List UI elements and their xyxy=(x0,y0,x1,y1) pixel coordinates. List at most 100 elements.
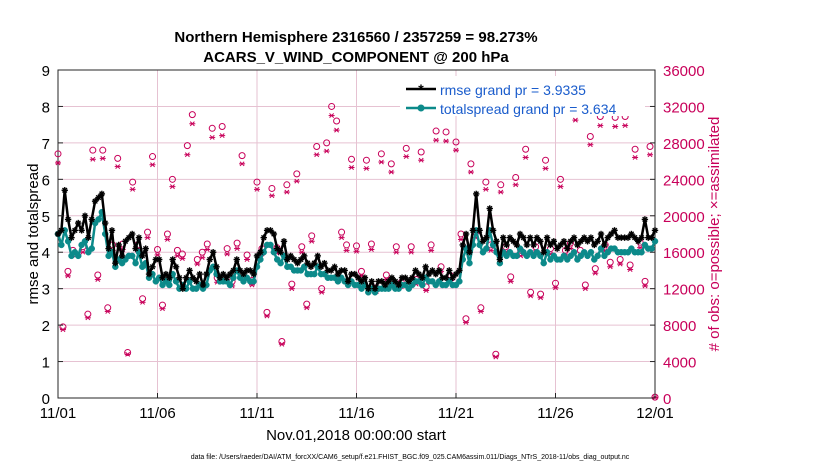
obs-assimilated-point xyxy=(467,169,474,175)
rmse-point xyxy=(176,274,183,281)
rmse-point xyxy=(230,267,237,274)
asterisk-stroke xyxy=(140,299,146,305)
x-axis-label: Nov.01,2018 00:00:00 start xyxy=(266,427,447,444)
rmse-point xyxy=(577,238,584,245)
obs-assimilated-point xyxy=(224,251,231,257)
asterisk-stroke xyxy=(314,152,320,158)
obs-assimilated-point xyxy=(462,319,469,325)
rmse-point xyxy=(432,270,439,278)
obs-assimilated-point xyxy=(104,308,111,314)
rmse-point xyxy=(112,259,119,267)
obs-assimilated-point xyxy=(333,127,340,133)
obs-assimilated-point xyxy=(194,261,201,267)
obs-possible-point xyxy=(203,240,211,248)
obs-assimilated-point xyxy=(433,137,440,143)
asterisk-stroke xyxy=(422,264,429,270)
totalspread-point xyxy=(311,270,318,278)
rmse-point xyxy=(641,216,649,223)
x-tick-label: 11/16 xyxy=(338,405,374,422)
asterisk-stroke xyxy=(314,253,321,259)
asterisk-stroke xyxy=(470,227,476,234)
asterisk-stroke xyxy=(498,189,504,195)
asterisk-stroke xyxy=(199,255,205,261)
obs-assimilated-point xyxy=(244,257,251,262)
obs-assimilated-point xyxy=(164,237,171,242)
obs-assimilated-point xyxy=(418,157,425,163)
obs-assimilated-point xyxy=(552,285,559,291)
rmse-point xyxy=(108,227,116,234)
asterisk-stroke xyxy=(345,278,351,285)
asterisk-stroke xyxy=(281,238,287,245)
legend-spread-label: totalspread grand pr = 3.634 xyxy=(440,101,617,117)
rmse-point xyxy=(206,256,213,263)
rmse-point xyxy=(135,234,143,241)
grid xyxy=(58,70,655,398)
rmse-point xyxy=(486,205,493,212)
obs-possible-point xyxy=(646,143,654,151)
asterisk-stroke xyxy=(524,242,530,248)
asterisk-stroke xyxy=(294,178,300,184)
rmse-point xyxy=(459,241,466,249)
chart-title-line1: Northern Hemisphere 2316560 / 2357259 = … xyxy=(174,29,537,46)
asterisk-stroke xyxy=(561,238,567,245)
totalspread-point xyxy=(570,248,578,256)
rmse-point xyxy=(344,278,352,285)
totalspread-point xyxy=(74,252,82,260)
asterisk-stroke xyxy=(362,274,368,281)
asterisk-stroke xyxy=(139,253,146,259)
obs-assimilated-point xyxy=(268,193,275,199)
asterisk-stroke xyxy=(587,142,593,148)
asterisk-stroke xyxy=(146,271,152,277)
obs-assimilated-point xyxy=(204,247,211,252)
asterisk-stroke xyxy=(250,271,257,277)
rmse-point xyxy=(331,263,338,270)
obs-possible-point xyxy=(144,228,152,236)
obs-assimilated-point xyxy=(557,184,564,190)
asterisk-stroke xyxy=(58,227,65,234)
y-axis-label-left: rmse and totalspread xyxy=(25,164,42,305)
asterisk-stroke xyxy=(612,124,618,129)
totalspread-point xyxy=(166,281,173,289)
asterisk-stroke xyxy=(486,205,493,212)
asterisk-stroke xyxy=(209,134,215,140)
obs-possible-point xyxy=(427,241,435,249)
obs-assimilated-point xyxy=(129,186,136,192)
totalspread-point xyxy=(638,248,645,256)
asterisk-stroke xyxy=(321,260,328,266)
asterisk-stroke xyxy=(463,319,469,325)
obs-assimilated-point xyxy=(622,123,629,129)
rmse-point xyxy=(425,270,433,278)
asterisk-stroke xyxy=(269,193,275,199)
asterisk-stroke xyxy=(183,274,189,281)
obs-possible-point xyxy=(233,239,241,247)
obs-assimilated-point xyxy=(632,155,639,160)
asterisk-stroke xyxy=(72,227,78,234)
obs-possible-point xyxy=(338,228,346,236)
asterisk-stroke xyxy=(538,295,544,301)
obs-possible-point xyxy=(626,261,634,269)
rmse-point xyxy=(280,238,288,245)
obs-assimilated-point xyxy=(393,249,400,255)
obs-possible-point xyxy=(208,124,216,132)
x-tick-label: 11/11 xyxy=(239,405,274,422)
obs-possible-point xyxy=(442,128,450,136)
asterisk-stroke xyxy=(287,253,294,259)
asterisk-stroke xyxy=(257,249,264,255)
rmse-point xyxy=(118,252,126,260)
obs-possible-point xyxy=(94,271,102,279)
asterisk-stroke xyxy=(169,184,175,190)
rmse-point xyxy=(196,270,203,278)
y-right-tick-label: 8000 xyxy=(663,318,696,335)
totalspread-point xyxy=(88,245,95,252)
asterisk-stroke xyxy=(129,231,135,237)
asterisk-stroke xyxy=(130,186,136,192)
obs-possible-point xyxy=(173,246,181,254)
asterisk-stroke xyxy=(115,242,122,248)
rmse-point xyxy=(601,241,608,249)
asterisk-stroke xyxy=(443,274,449,281)
rmse-point xyxy=(61,187,68,194)
y-left-tick-label: 3 xyxy=(42,282,50,299)
rmse-point xyxy=(75,219,82,227)
asterisk-stroke xyxy=(648,234,655,241)
